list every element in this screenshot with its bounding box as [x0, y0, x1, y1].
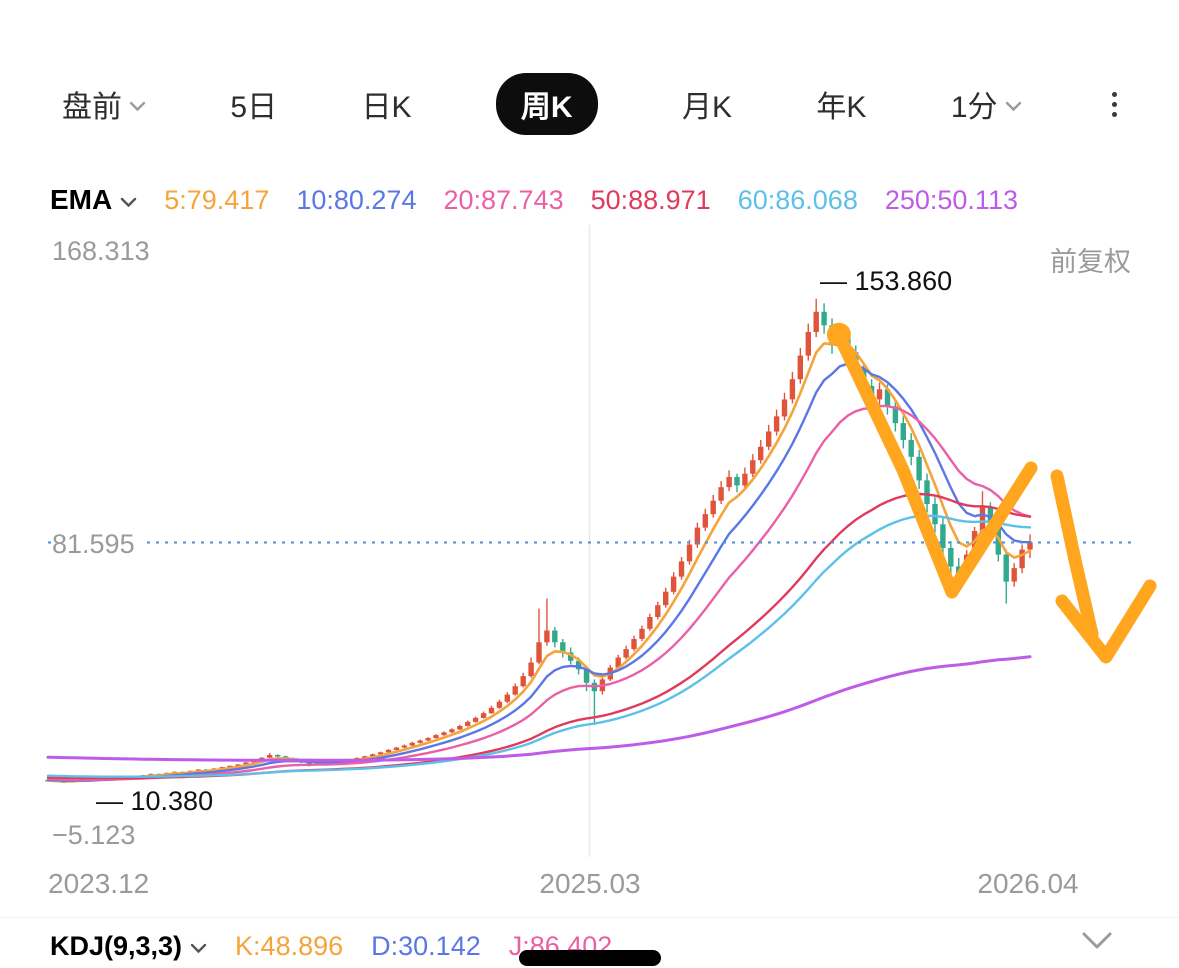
- high-annotation: — 153.860: [820, 266, 953, 296]
- tab-yearly-label: 年K: [816, 91, 867, 124]
- adjustment-label: 前复权: [1050, 247, 1131, 277]
- kdj-label: KDJ(9,3,3): [50, 930, 183, 961]
- current-price-label: 81.595: [52, 527, 143, 562]
- tab-5day[interactable]: 5日: [230, 82, 277, 126]
- more-icon[interactable]: [1106, 86, 1123, 123]
- ema-selector[interactable]: EMA: [50, 184, 137, 216]
- kdj-k-value: K:48.896: [235, 930, 344, 961]
- chart-period-tabbar: 盘前 5日 日K 周K 月K 年K 1分: [0, 70, 1179, 138]
- tab-yearly[interactable]: 年K: [816, 82, 866, 126]
- chevron-down-icon: [190, 943, 207, 953]
- ema250-value: 250:50.113: [884, 184, 1018, 215]
- bottom-pill: [519, 950, 661, 966]
- tab-monthly[interactable]: 月K: [682, 82, 732, 126]
- ema50-value: 50:88.971: [590, 184, 711, 215]
- y-axis-min-label: −5.123: [52, 820, 136, 850]
- section-divider: [0, 917, 1179, 918]
- tab-monthly-label: 月K: [682, 91, 733, 124]
- tab-5day-label: 5日: [230, 91, 278, 124]
- x-axis-label-start: 2023.12: [48, 868, 150, 899]
- ema-label: EMA: [50, 184, 113, 215]
- tab-1min-label: 1分: [950, 91, 998, 124]
- tab-daily[interactable]: 日K: [362, 82, 412, 126]
- tab-weekly[interactable]: 周K: [495, 73, 598, 135]
- ema5-value: 5:79.417: [164, 184, 270, 215]
- y-axis-max-label: 168.313: [52, 236, 150, 266]
- tab-weekly-label: 周K: [520, 91, 573, 124]
- ema60-value: 60:86.068: [737, 184, 858, 215]
- x-axis-label-mid: 2025.03: [539, 868, 641, 899]
- tab-1min[interactable]: 1分: [951, 82, 1022, 126]
- chevron-down-icon: [1005, 101, 1021, 111]
- candlestick-chart[interactable]: [0, 225, 1179, 870]
- chevron-down-icon: [129, 101, 146, 111]
- x-axis-label-end: 2026.04: [977, 868, 1079, 899]
- tab-premarket[interactable]: 盘前: [62, 82, 146, 126]
- collapse-chevron-icon[interactable]: [1080, 930, 1114, 952]
- ema-indicator-bar: EMA 5:79.417 10:80.274 20:87.743 50:88.9…: [50, 182, 1149, 218]
- ema20-value: 20:87.743: [443, 184, 564, 215]
- kdj-selector[interactable]: KDJ(9,3,3): [50, 931, 207, 962]
- kdj-d-value: D:30.142: [371, 930, 481, 961]
- chevron-down-icon: [121, 197, 137, 207]
- low-annotation: — 10.380: [96, 786, 214, 816]
- tab-daily-label: 日K: [361, 91, 412, 124]
- tab-premarket-label: 盘前: [62, 91, 122, 124]
- ema10-value: 10:80.274: [296, 184, 417, 215]
